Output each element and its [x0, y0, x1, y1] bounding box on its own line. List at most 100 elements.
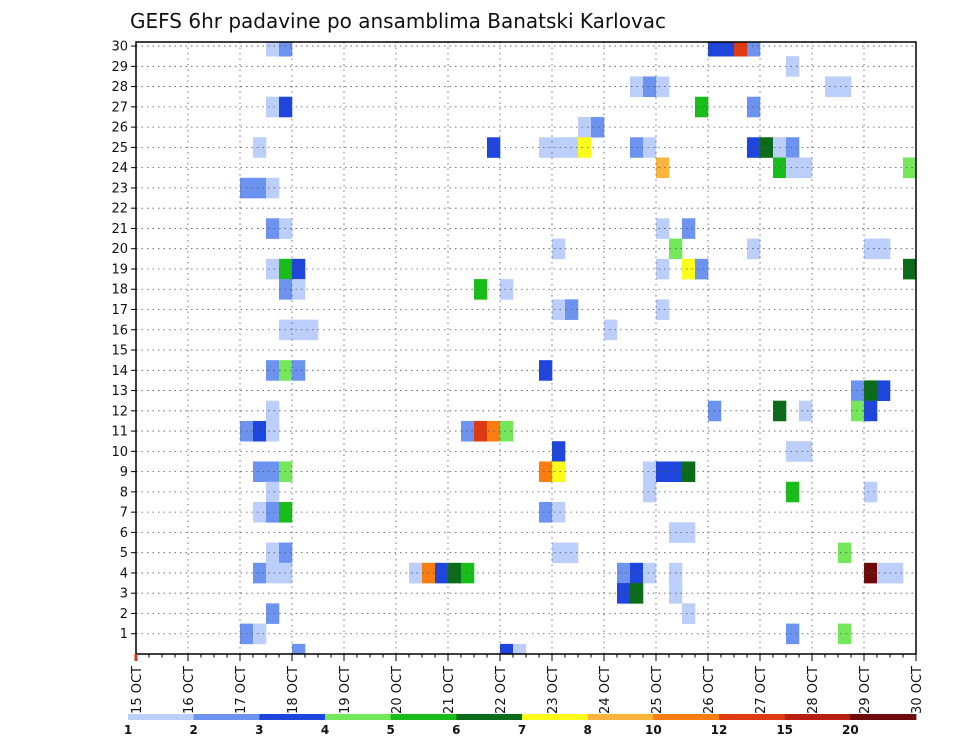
heatmap-cell: [292, 643, 306, 655]
y-tick-label: 3: [120, 587, 128, 602]
heatmap-cell: [253, 623, 267, 645]
grid-lines: [136, 42, 916, 654]
y-tick-label: 15: [111, 344, 128, 359]
y-tick-label: 7: [120, 506, 128, 521]
heatmap-cell: [448, 562, 462, 584]
heatmap-cell: [266, 400, 280, 422]
heatmap-cell: [539, 360, 553, 381]
heatmap-cell: [253, 461, 267, 483]
y-tick-label: 11: [111, 425, 128, 440]
heatmap-cell: [825, 76, 839, 98]
color-legend: 1 2 3 4 5 6 7 8 10 12 15 20: [124, 714, 917, 737]
heatmap-cell: [799, 400, 813, 422]
heatmap-cell: [682, 522, 696, 543]
heatmap-cell: [864, 481, 878, 503]
heatmap-cell: [539, 461, 553, 483]
heatmap-cell: [864, 562, 878, 584]
legend-swatch: [719, 714, 786, 720]
y-tick-label: 4: [120, 566, 128, 581]
y-tick-label: 8: [120, 485, 128, 500]
y-tick-label: 26: [111, 121, 128, 136]
heatmap-cell: [500, 420, 514, 442]
heatmap-cell: [734, 42, 748, 57]
y-tick-label: 16: [111, 323, 128, 338]
y-tick-label: 12: [111, 404, 128, 419]
x-tick-label: 19 OCT: [338, 666, 353, 714]
legend-swatch: [784, 714, 851, 720]
heatmap-cell: [266, 502, 280, 523]
x-tick-label: 20 OCT: [390, 666, 405, 714]
heatmap-cell: [747, 238, 761, 260]
heatmap-cell: [552, 502, 566, 523]
heatmap-cell: [578, 116, 592, 138]
x-tick-label: 28 OCT: [806, 666, 821, 714]
heatmap-cell: [539, 137, 553, 158]
heatmap-cell: [708, 42, 722, 57]
heatmap-cell: [656, 461, 670, 483]
heatmap-cell: [266, 603, 280, 624]
legend-swatch: [456, 714, 523, 720]
y-tick-label: 21: [111, 222, 128, 237]
heatmap-cell: [682, 258, 696, 280]
heatmap-cell: [682, 461, 696, 483]
legend-swatch: [653, 714, 720, 720]
x-tick-label: 25 OCT: [650, 666, 665, 714]
legend-label: 15: [776, 723, 793, 737]
heatmap-cell: [266, 562, 280, 584]
heatmap-cell: [253, 562, 267, 584]
y-tick-label: 27: [111, 100, 128, 115]
legend-swatch: [522, 714, 589, 720]
legend-label: 6: [452, 723, 460, 737]
x-tick-label: 22 OCT: [494, 666, 509, 714]
heatmap-cell: [786, 137, 800, 158]
heatmap-cell: [266, 542, 280, 564]
heatmap-cell: [552, 542, 566, 564]
heatmap-cell: [461, 420, 475, 442]
heatmap-cell: [266, 258, 280, 280]
heatmap-cell: [409, 562, 423, 584]
y-tick-label: 29: [111, 60, 128, 75]
x-tick-label: 27 OCT: [754, 666, 769, 714]
heatmap-cell: [799, 157, 813, 179]
heatmap-cell: [643, 562, 657, 584]
y-tick-label: 5: [120, 546, 128, 561]
heatmap-cell: [578, 137, 592, 158]
heatmap-cell: [292, 319, 306, 341]
heatmap-cell: [838, 623, 852, 645]
heatmap-cell: [643, 137, 657, 158]
legend-swatch: [128, 714, 195, 720]
heatmap-cell: [279, 42, 293, 57]
heatmap-cell: [695, 258, 709, 280]
heatmap-cell: [877, 380, 891, 401]
y-tick-label: 1: [120, 627, 128, 642]
x-tick-label: 16 OCT: [182, 666, 197, 714]
heatmap-cell: [253, 420, 267, 442]
heatmap-cell: [617, 562, 631, 584]
heatmap-cell: [760, 137, 774, 158]
heatmap-cell: [266, 420, 280, 442]
heatmap-cell: [253, 137, 267, 158]
heatmap-cell: [799, 441, 813, 462]
x-tick-label: 26 OCT: [702, 666, 717, 714]
heatmap-cell: [838, 542, 852, 564]
legend-label: 12: [711, 723, 728, 737]
heatmap-cell: [253, 177, 267, 199]
y-tick-label: 22: [111, 202, 128, 217]
heatmap-cell: [747, 96, 761, 118]
heatmap-cell: [539, 502, 553, 523]
heatmap-cell: [643, 481, 657, 503]
heatmap-cell: [721, 42, 735, 57]
legend-label: 8: [583, 723, 591, 737]
y-axis: 1234567891011121314151617181920212223242…: [111, 40, 136, 642]
y-tick-label: 17: [111, 303, 128, 318]
x-tick-label: 17 OCT: [234, 666, 249, 714]
y-tick-label: 20: [111, 242, 128, 257]
heatmap-cell: [656, 157, 670, 179]
legend-swatch: [587, 714, 654, 720]
heatmap-cells: [240, 42, 917, 655]
heatmap-cell: [656, 299, 670, 320]
heatmap-cell: [266, 481, 280, 503]
heatmap-cell: [552, 461, 566, 483]
heatmap-cell: [552, 441, 566, 462]
